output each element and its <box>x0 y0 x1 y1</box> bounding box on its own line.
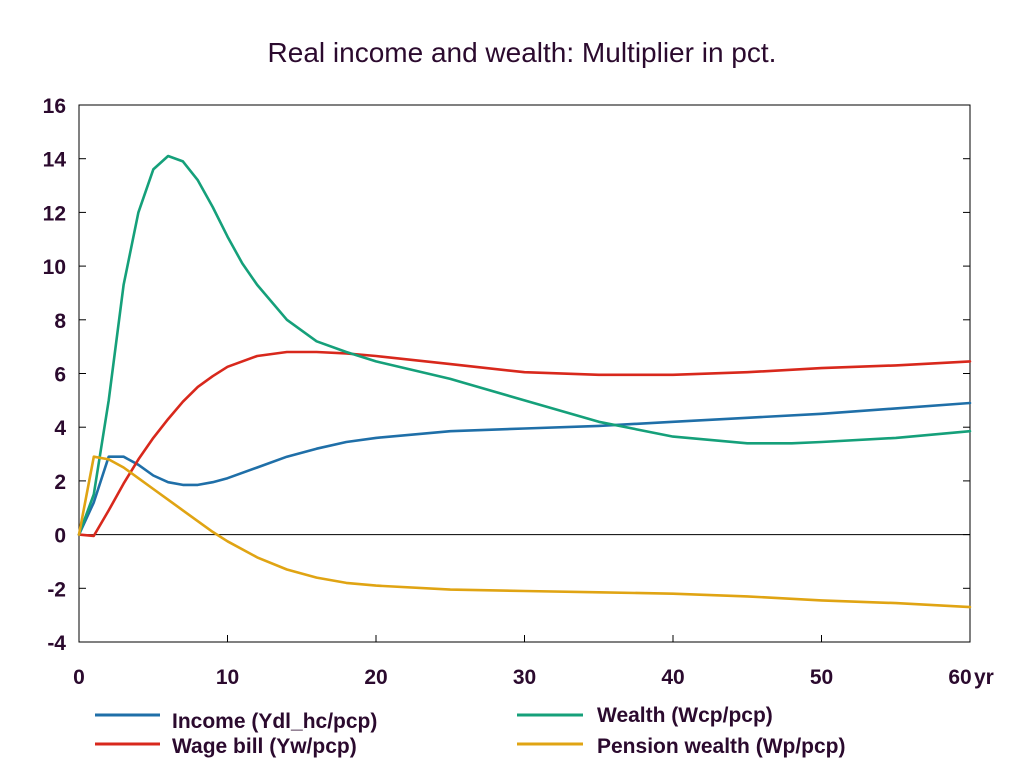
series-line-2 <box>77 350 972 538</box>
series-line-1 <box>77 401 972 536</box>
series-line-3 <box>77 154 972 536</box>
plot-area: -4 -2 0 2 4 6 8 10 12 14 16 0 10 20 30 40 50 60 yr <box>43 95 994 689</box>
x-tick-label: 30 <box>513 666 536 689</box>
y-tick-label: 12 <box>43 202 66 225</box>
legend-label-4: Pension wealth (Wp/pcp) <box>597 735 846 758</box>
legend-label-2: Wage bill (Yw/pcp) <box>172 735 357 758</box>
chart-title: Real income and wealth: Multiplier in pc… <box>268 37 777 68</box>
x-tick-label: 50 <box>810 666 833 689</box>
y-tick-label: 4 <box>54 417 66 440</box>
x-tick-label: 40 <box>661 666 684 689</box>
x-tick-label: 0 <box>73 666 85 689</box>
y-tick-label: 6 <box>54 364 66 387</box>
x-unit-label: yr <box>974 666 994 689</box>
y-tick-label: -4 <box>47 632 66 655</box>
y-tick-label: -2 <box>47 578 66 601</box>
x-tick-label: 10 <box>216 666 239 689</box>
y-tick-label: 16 <box>43 95 66 118</box>
legend-label-3: Wealth (Wcp/pcp) <box>597 704 773 727</box>
series-line-4 <box>77 455 972 609</box>
y-tick-label: 2 <box>54 471 66 494</box>
x-tick-label: 60 <box>948 666 971 689</box>
y-tick-label: 8 <box>54 310 66 333</box>
x-tick-label: 20 <box>364 666 387 689</box>
y-tick-label: 0 <box>54 525 66 548</box>
y-tick-label: 10 <box>43 256 66 279</box>
legend: Income (Ydl_hc/pcp)Wage bill (Yw/pcp) Wea… <box>95 704 846 758</box>
legend-label-1: Income (Ydl_hc/pcp) <box>172 710 377 733</box>
y-tick-label: 14 <box>43 149 67 172</box>
